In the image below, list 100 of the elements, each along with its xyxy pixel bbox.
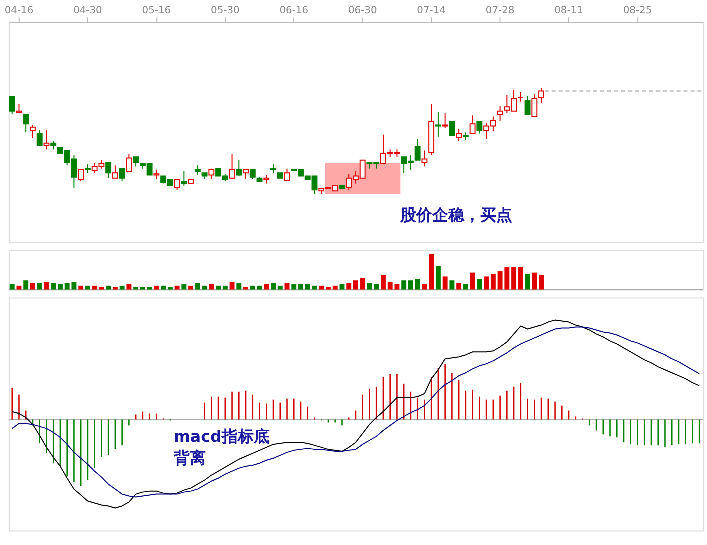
x-tick-label: 08-25	[623, 6, 652, 17]
bar	[422, 284, 428, 290]
candlestick	[524, 96, 531, 116]
candlestick	[250, 169, 256, 180]
x-tick-label: 07-28	[486, 6, 515, 17]
bar	[284, 283, 290, 290]
bar	[532, 272, 538, 290]
bar	[374, 284, 380, 290]
bar	[202, 286, 208, 290]
x-tick-label: 08-11	[554, 6, 584, 17]
bar	[16, 286, 22, 290]
candlestick	[23, 114, 30, 134]
bar	[161, 286, 166, 290]
bar	[298, 284, 304, 290]
bar	[332, 286, 338, 290]
candlestick	[16, 103, 22, 114]
candlestick	[194, 165, 201, 176]
bar	[174, 286, 180, 290]
bar	[188, 286, 194, 290]
bar	[312, 286, 318, 290]
bar	[354, 280, 358, 290]
bar	[126, 284, 132, 290]
candlestick	[112, 165, 118, 179]
bar	[106, 286, 112, 290]
candlestick	[422, 150, 428, 168]
x-tick-label: 05-30	[211, 6, 240, 17]
x-tick-label: 05-16	[142, 6, 172, 17]
candlestick	[518, 92, 524, 102]
candlestick	[30, 124, 36, 138]
bar	[168, 287, 173, 290]
candlestick	[133, 156, 140, 168]
bar	[230, 282, 235, 290]
bar	[278, 286, 283, 290]
candlestick	[9, 96, 16, 116]
candlestick	[174, 178, 180, 191]
candlestick	[476, 122, 483, 134]
bar	[525, 274, 530, 290]
bar	[490, 274, 496, 290]
bar	[518, 268, 524, 290]
bar	[222, 286, 228, 290]
candlestick	[538, 88, 545, 104]
candlestick	[414, 138, 421, 161]
bar	[250, 286, 256, 290]
candlestick	[442, 113, 448, 129]
bar	[360, 278, 366, 290]
bar	[147, 287, 152, 290]
candlestick	[119, 168, 126, 182]
candlestick	[106, 162, 112, 179]
bar	[58, 284, 63, 290]
bar	[37, 283, 42, 290]
bar	[436, 266, 441, 290]
bar	[271, 283, 276, 290]
candlestick	[456, 129, 462, 142]
candlestick	[449, 122, 456, 136]
annotation: macd指标底背离	[172, 426, 270, 468]
bar	[367, 283, 372, 290]
candlestick	[154, 169, 160, 180]
bar	[539, 275, 544, 290]
bar	[24, 280, 29, 290]
bar	[195, 283, 200, 290]
bar	[512, 268, 517, 290]
candlestick	[36, 130, 43, 146]
candlestick	[470, 115, 476, 134]
candlestick	[243, 169, 249, 180]
bar	[51, 283, 56, 290]
text: 股价企稳，买点	[400, 206, 513, 225]
bar	[236, 283, 242, 290]
bar	[292, 284, 297, 290]
bar	[154, 286, 160, 290]
candlestick	[181, 170, 188, 186]
bar	[346, 283, 352, 290]
bar	[112, 287, 118, 290]
bar	[134, 287, 139, 290]
x-tick-label: 04-30	[74, 6, 102, 17]
bar	[30, 283, 36, 290]
bar	[244, 287, 248, 290]
bar	[209, 284, 214, 290]
bar	[305, 284, 310, 290]
x-tick-label: 04-16	[4, 6, 34, 17]
bar	[470, 272, 476, 290]
bar	[264, 284, 270, 290]
bar	[319, 286, 324, 290]
bar	[456, 283, 462, 290]
bar	[484, 276, 490, 290]
bar	[415, 279, 420, 290]
bar	[477, 279, 482, 290]
candlestick	[435, 112, 442, 138]
bar	[216, 286, 222, 290]
candlestick	[208, 168, 215, 180]
candlestick	[44, 130, 50, 150]
bar	[429, 254, 434, 290]
x-tick-label: 07-14	[417, 6, 446, 17]
candlestick	[126, 153, 132, 173]
candlestick	[78, 169, 84, 182]
bar	[380, 275, 386, 290]
bar	[408, 280, 414, 290]
candlestick	[532, 94, 538, 118]
x-tick-label: 06-30	[348, 6, 378, 17]
bar	[442, 276, 448, 290]
bar	[257, 286, 262, 290]
